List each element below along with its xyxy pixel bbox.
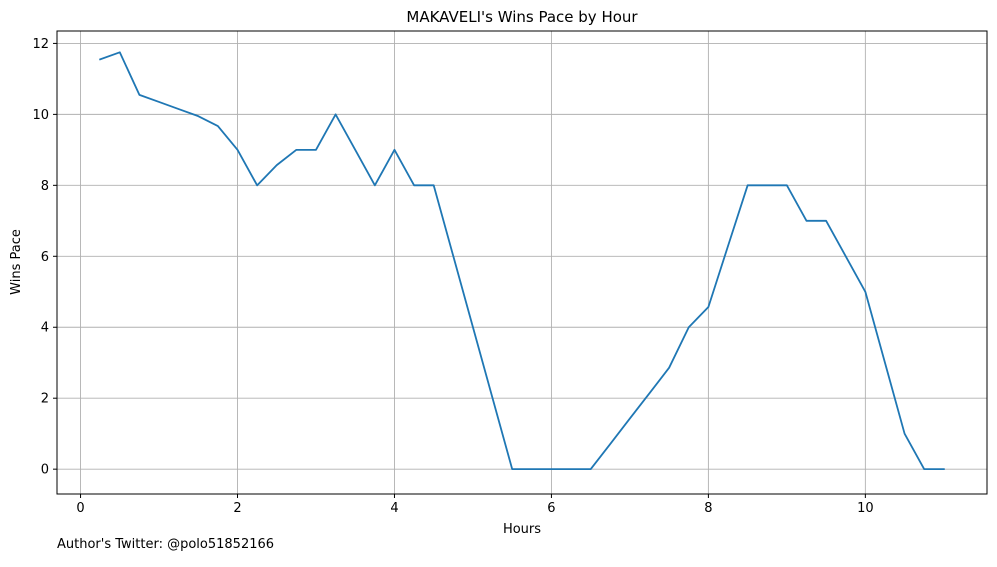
x-tick-label: 4 xyxy=(390,501,398,516)
grid xyxy=(57,31,987,494)
axis-ticks: 0 2 4 6 8 10 0 2 4 6 8 10 12 xyxy=(32,37,873,516)
x-axis-label: Hours xyxy=(503,522,541,537)
y-tick-label: 0 xyxy=(41,463,49,478)
x-tick-label: 8 xyxy=(704,501,712,516)
chart-title: MAKAVELI's Wins Pace by Hour xyxy=(406,8,638,26)
y-tick-label: 4 xyxy=(41,321,49,336)
x-tick-label: 0 xyxy=(76,501,84,516)
y-tick-label: 6 xyxy=(41,250,49,265)
series-line-group xyxy=(99,51,945,471)
wins-pace-line xyxy=(99,51,945,471)
x-tick-label: 2 xyxy=(233,501,241,516)
y-tick-label: 2 xyxy=(41,392,49,407)
author-twitter-footnote: Author's Twitter: @polo51852166 xyxy=(57,537,275,552)
plot-frame xyxy=(56,30,988,495)
x-tick-label: 6 xyxy=(547,501,555,516)
y-tick-label: 10 xyxy=(32,108,49,123)
y-tick-label: 12 xyxy=(32,37,49,52)
y-axis-label: Wins Pace xyxy=(9,229,24,295)
y-tick-label: 8 xyxy=(41,179,49,194)
x-tick-label: 10 xyxy=(857,501,874,516)
